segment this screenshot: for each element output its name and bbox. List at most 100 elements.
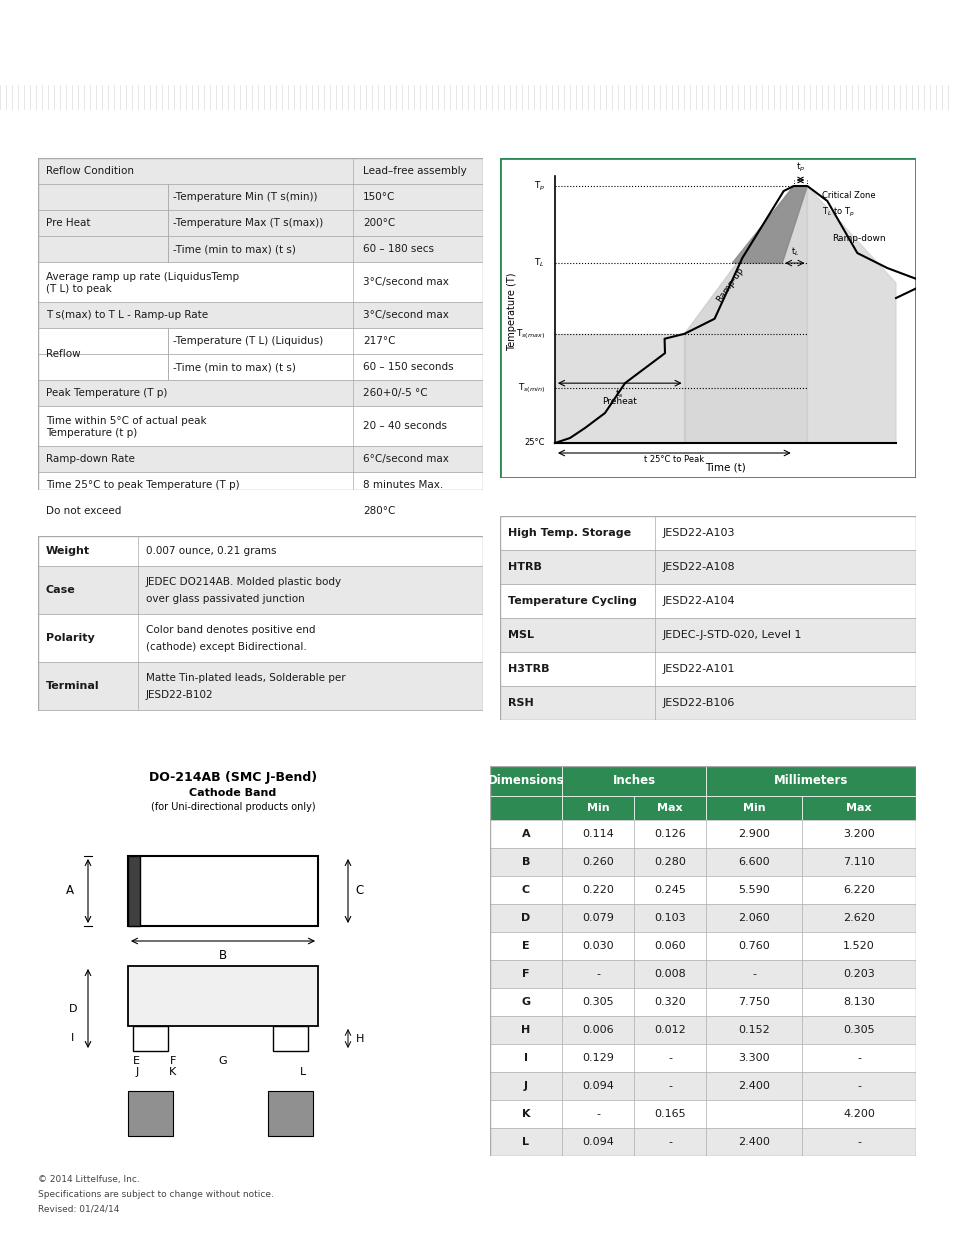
Text: Case: Case xyxy=(46,585,75,595)
Bar xyxy=(705,1072,801,1100)
Text: 3°C/second max: 3°C/second max xyxy=(363,277,449,287)
Text: Critical Zone: Critical Zone xyxy=(821,191,875,200)
Text: Soldering Parameters: Soldering Parameters xyxy=(49,137,212,149)
Bar xyxy=(132,1026,168,1051)
Text: Pre Heat: Pre Heat xyxy=(46,219,91,228)
Bar xyxy=(561,1044,634,1072)
Text: High Temp. Storage: High Temp. Storage xyxy=(507,529,631,538)
Text: t$_L$: t$_L$ xyxy=(790,246,799,258)
Bar xyxy=(561,848,634,876)
Text: B: B xyxy=(521,857,530,867)
Text: Min: Min xyxy=(741,803,764,813)
Text: RSH: RSH xyxy=(507,698,533,708)
Bar xyxy=(38,303,482,329)
Bar xyxy=(561,960,634,988)
Text: (T L) to peak: (T L) to peak xyxy=(46,284,112,294)
Bar xyxy=(561,988,634,1016)
Bar xyxy=(705,932,801,960)
Text: E: E xyxy=(132,1056,140,1066)
Text: Time 25°C to peak Temperature (T p): Time 25°C to peak Temperature (T p) xyxy=(46,480,239,490)
Text: 0.305: 0.305 xyxy=(842,1025,874,1035)
Bar xyxy=(561,1016,634,1044)
Text: G: G xyxy=(218,1056,227,1066)
Text: JESD22-A101: JESD22-A101 xyxy=(662,664,735,674)
Bar xyxy=(634,1044,705,1072)
Text: 3.200: 3.200 xyxy=(842,829,874,839)
Text: HTRB: HTRB xyxy=(507,562,541,572)
Text: Inches: Inches xyxy=(612,774,655,788)
Text: Ramp-down Rate: Ramp-down Rate xyxy=(46,454,134,464)
Text: Millimeters: Millimeters xyxy=(773,774,847,788)
Bar xyxy=(38,498,482,524)
Bar xyxy=(634,1016,705,1044)
Text: JESD22-A103: JESD22-A103 xyxy=(662,529,735,538)
Text: 0.152: 0.152 xyxy=(738,1025,769,1035)
Bar xyxy=(490,1016,561,1044)
Text: ⚡⚡ Littelfuse®: ⚡⚡ Littelfuse® xyxy=(760,30,882,44)
Text: 2.400: 2.400 xyxy=(738,1137,769,1147)
Text: over glass passivated junction: over glass passivated junction xyxy=(146,594,304,604)
Text: D: D xyxy=(69,1004,77,1014)
Text: T$_L$: T$_L$ xyxy=(534,257,544,269)
Bar xyxy=(490,932,561,960)
Text: I: I xyxy=(71,1032,74,1044)
Bar xyxy=(634,1072,705,1100)
Bar xyxy=(499,685,915,720)
Text: 3.300: 3.300 xyxy=(738,1053,769,1063)
Text: 0.030: 0.030 xyxy=(581,941,613,951)
Text: JESD22-B102: JESD22-B102 xyxy=(146,690,213,700)
Text: Lead–free assembly: Lead–free assembly xyxy=(363,165,466,177)
Bar xyxy=(705,876,801,904)
Text: (cathode) except Bidirectional.: (cathode) except Bidirectional. xyxy=(146,642,307,652)
Bar xyxy=(634,1100,705,1128)
Text: 8.130: 8.130 xyxy=(842,997,874,1007)
Bar xyxy=(499,516,915,550)
Bar xyxy=(128,966,317,1026)
Bar xyxy=(38,184,482,210)
Text: JEDEC-J-STD-020, Level 1: JEDEC-J-STD-020, Level 1 xyxy=(662,630,801,640)
Text: t 25°C to Peak: t 25°C to Peak xyxy=(643,454,703,464)
Text: -: - xyxy=(667,1081,671,1091)
Bar xyxy=(490,1044,561,1072)
Text: Color band denotes positive end: Color band denotes positive end xyxy=(146,625,315,635)
Text: -Temperature Min (T s(min)): -Temperature Min (T s(min)) xyxy=(172,191,317,203)
Bar xyxy=(38,158,482,184)
Bar xyxy=(801,1072,915,1100)
Text: 0.007 ounce, 0.21 grams: 0.007 ounce, 0.21 grams xyxy=(146,546,276,556)
Text: Expertise Applied  |  Answers Delivered: Expertise Applied | Answers Delivered xyxy=(760,57,938,65)
Text: 2.900: 2.900 xyxy=(738,829,769,839)
Text: 2.620: 2.620 xyxy=(842,913,874,923)
Text: G: G xyxy=(521,997,530,1007)
Text: B: B xyxy=(218,948,227,962)
Text: 7.750: 7.750 xyxy=(738,997,769,1007)
Text: Weight: Weight xyxy=(46,546,90,556)
Text: H: H xyxy=(521,1025,530,1035)
Text: Transient Voltage Suppression Diodes: Transient Voltage Suppression Diodes xyxy=(70,30,517,49)
Text: 0.008: 0.008 xyxy=(654,969,685,979)
Text: Temperature (T): Temperature (T) xyxy=(506,273,517,351)
Text: Reflow Condition: Reflow Condition xyxy=(46,165,133,177)
Polygon shape xyxy=(684,186,806,443)
Bar xyxy=(128,856,140,926)
Bar xyxy=(38,236,482,262)
Text: T$_L$ to T$_p$: T$_L$ to T$_p$ xyxy=(821,206,855,219)
Text: JESD22-B106: JESD22-B106 xyxy=(662,698,735,708)
Text: 0.094: 0.094 xyxy=(581,1081,614,1091)
Text: 0.094: 0.094 xyxy=(581,1137,614,1147)
Text: 0.114: 0.114 xyxy=(581,829,613,839)
Bar xyxy=(705,797,801,820)
Bar xyxy=(705,988,801,1016)
Bar xyxy=(38,262,482,303)
Bar xyxy=(801,904,915,932)
Text: A: A xyxy=(66,884,74,898)
Bar xyxy=(801,932,915,960)
Text: t$_p$: t$_p$ xyxy=(795,161,804,174)
Text: 6.600: 6.600 xyxy=(738,857,769,867)
Text: T$_{s(max)}$: T$_{s(max)}$ xyxy=(516,327,544,341)
Text: C: C xyxy=(355,884,364,898)
Bar xyxy=(38,329,482,354)
Text: -Temperature (T L) (Liquidus): -Temperature (T L) (Liquidus) xyxy=(172,336,323,346)
Text: -Time (min to max) (t s): -Time (min to max) (t s) xyxy=(172,362,295,372)
Bar xyxy=(705,766,915,797)
Text: 0.103: 0.103 xyxy=(654,913,685,923)
